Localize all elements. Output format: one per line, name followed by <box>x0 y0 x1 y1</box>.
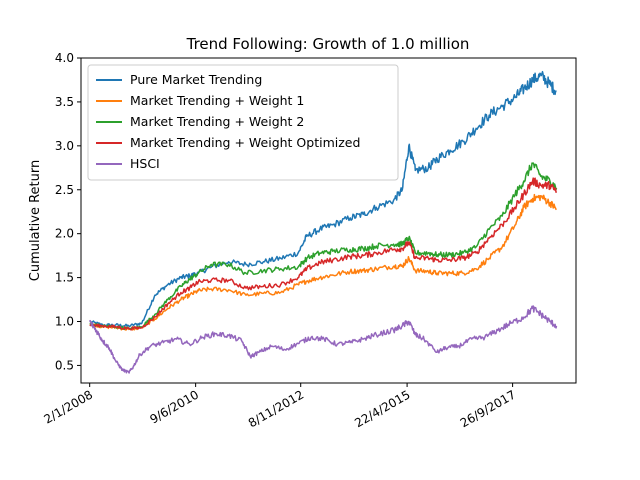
y-tick-label: 2.5 <box>55 183 74 197</box>
y-tick-label: 3.5 <box>55 95 74 109</box>
chart-title: Trend Following: Growth of 1.0 million <box>186 35 470 53</box>
series-line-2 <box>89 193 557 331</box>
series-line-1 <box>89 70 557 328</box>
series-line-3 <box>89 162 558 331</box>
y-tick-label: 4.0 <box>55 51 74 65</box>
legend-entry: Market Trending + Weight 1 <box>130 93 304 108</box>
legend-entry: Pure Market Trending <box>130 72 262 87</box>
series-layer <box>89 70 558 374</box>
y-axis: 0.5 1.0 1.5 2.0 2.5 3.0 3.5 4.0 <box>55 51 81 372</box>
plot-frame <box>80 57 577 384</box>
y-tick-label: 0.5 <box>55 358 74 372</box>
y-tick-label: 2.0 <box>55 227 74 241</box>
y-tick-label: 3.0 <box>55 139 74 153</box>
y-axis-title: Cumulative Return <box>28 160 43 281</box>
legend-entry: Market Trending + Weight Optimized <box>130 135 360 150</box>
legend-box <box>87 64 399 181</box>
legend-entry: HSCI <box>130 156 160 171</box>
legend-entry: Market Trending + Weight 2 <box>130 114 304 129</box>
series-line-5 <box>89 305 558 374</box>
y-tick-label: 1.0 <box>55 315 74 329</box>
series-line-4 <box>89 177 558 331</box>
legend: Pure Market Trending Market Trending + We… <box>87 64 399 181</box>
y-tick-label: 1.5 <box>55 271 74 285</box>
